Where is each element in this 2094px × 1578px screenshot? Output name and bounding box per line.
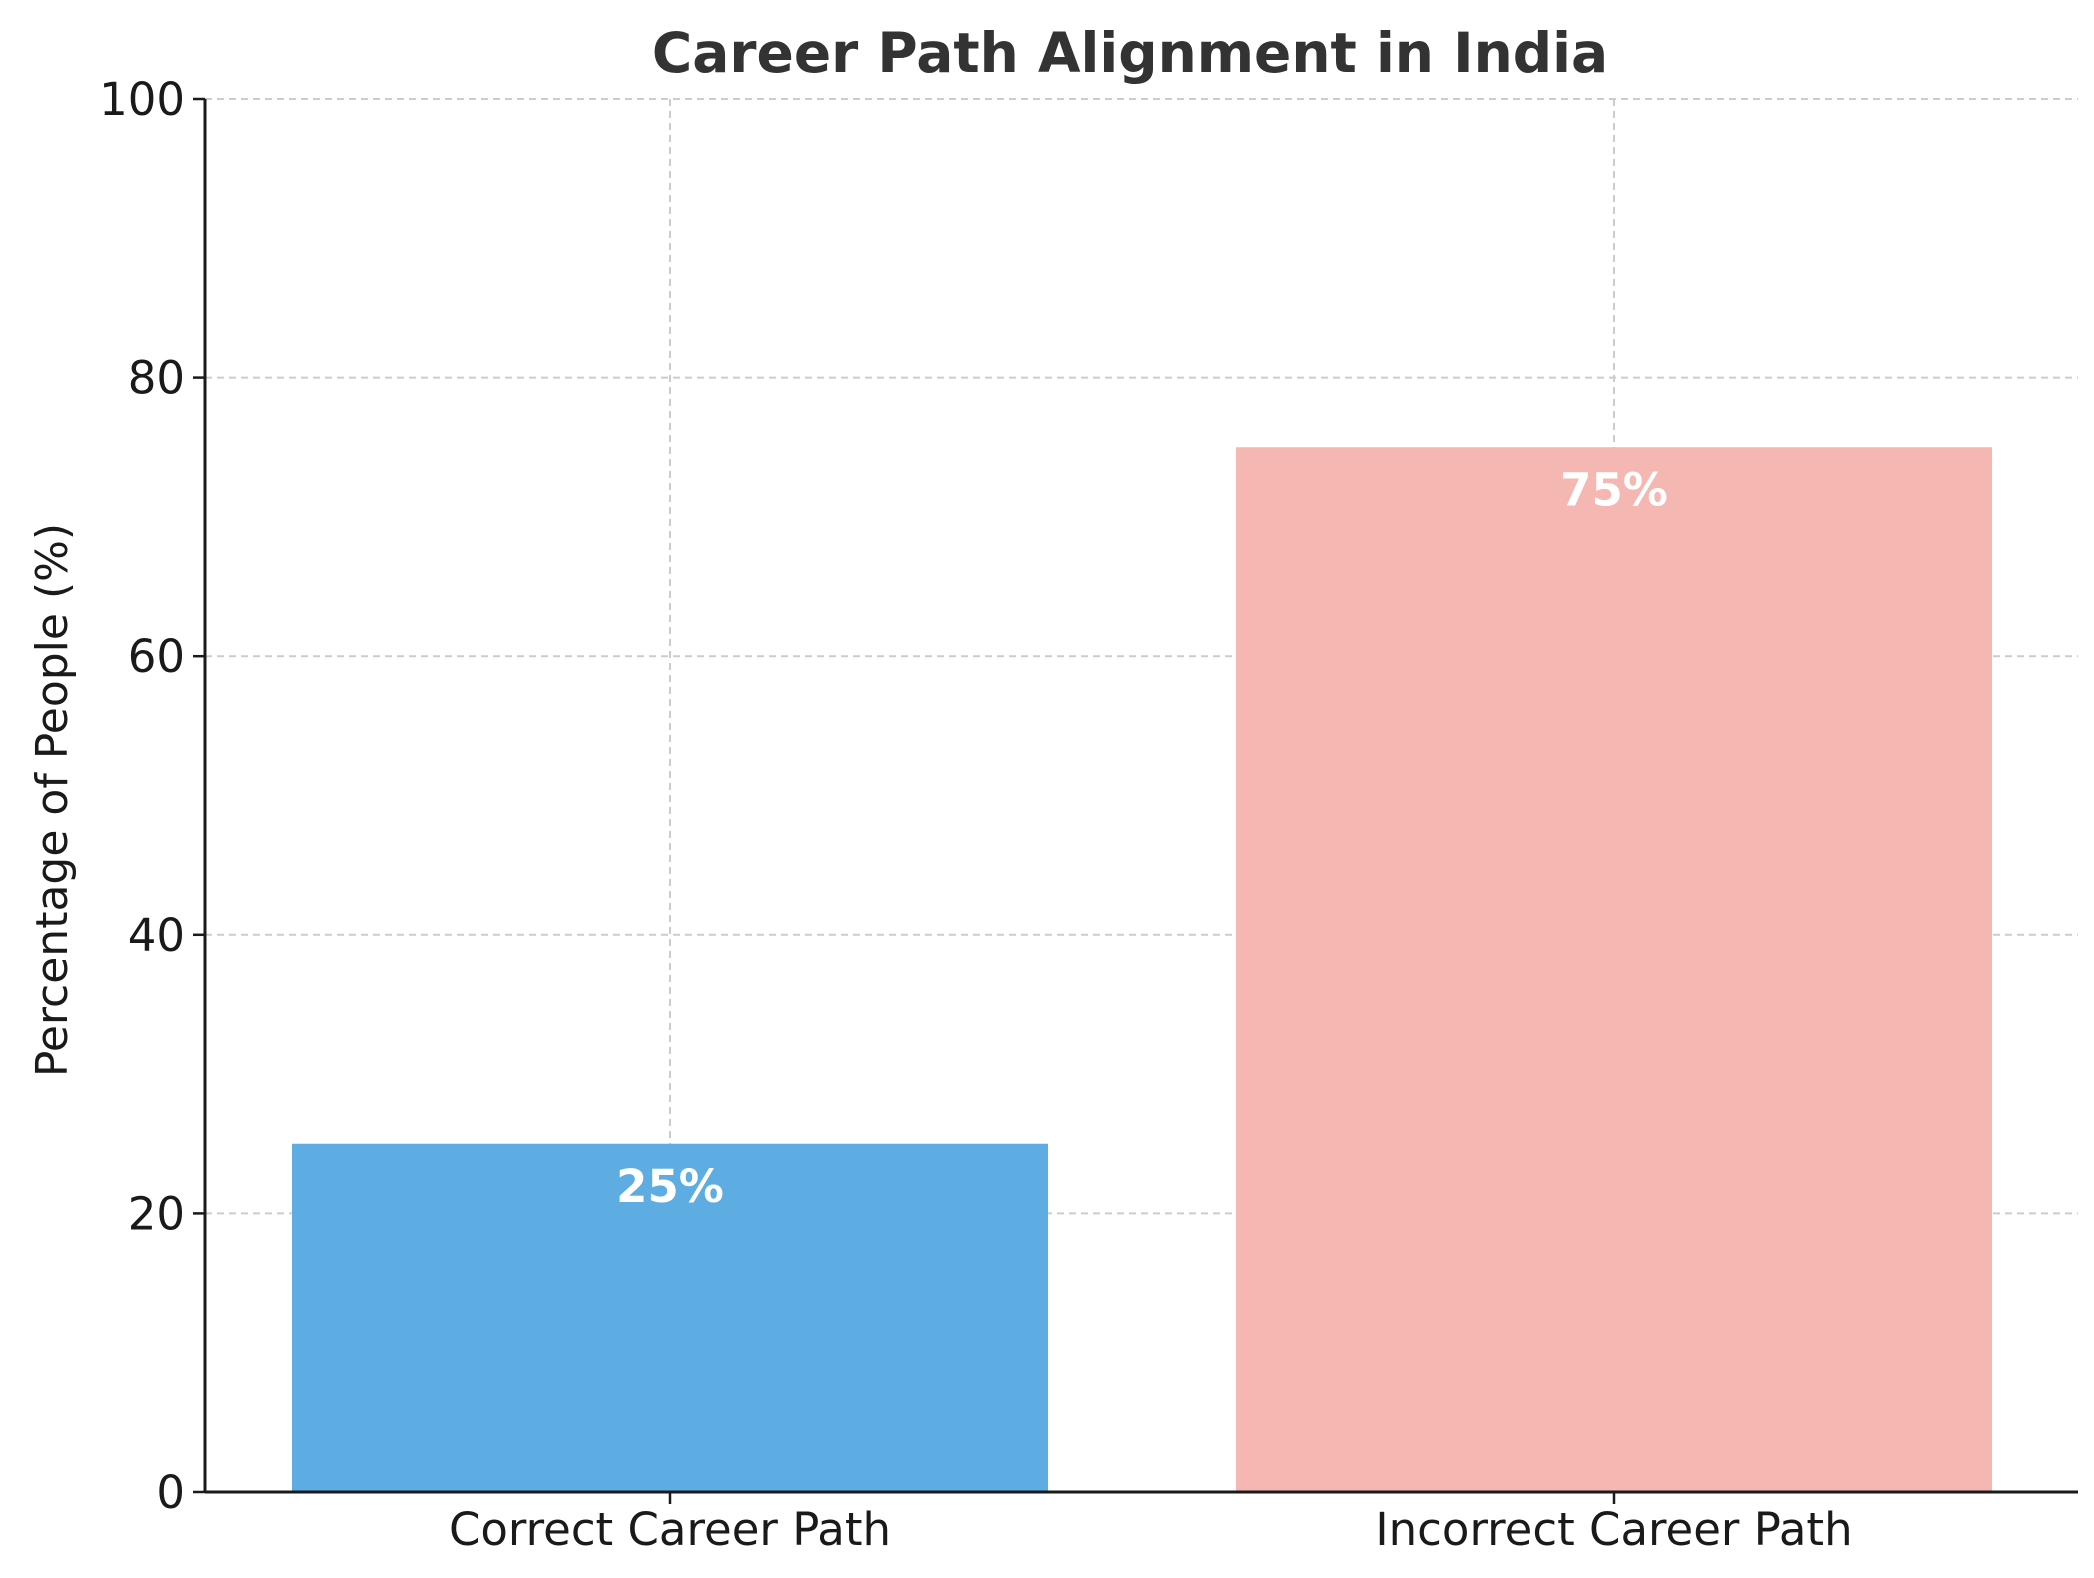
bar-value-label: 75%: [1560, 463, 1668, 516]
y-tick-label: 0: [156, 1466, 185, 1519]
y-tick-label: 40: [128, 909, 185, 962]
y-tick-label: 60: [128, 630, 185, 683]
axes: [203, 99, 2078, 1494]
bar-value-label: 25%: [616, 1160, 724, 1213]
x-tick-label: Incorrect Career Path: [1375, 1503, 1852, 1556]
bars: [292, 447, 1992, 1492]
y-tick-label: 20: [128, 1187, 185, 1240]
data-labels: 25% 75%: [616, 463, 1668, 1213]
x-tick-label: Correct Career Path: [449, 1503, 891, 1556]
chart-title: Career Path Alignment in India: [652, 21, 1608, 85]
bar: [292, 1143, 1048, 1492]
y-axis-label: Percentage of People (%): [27, 523, 78, 1077]
y-tick-label: 100: [99, 73, 185, 126]
y-tick-label: 80: [128, 352, 185, 405]
ticks: 0 20 40 60 80 100 Correct Career Path Incorrect…: [99, 73, 1853, 1556]
bar: [1236, 447, 1992, 1492]
